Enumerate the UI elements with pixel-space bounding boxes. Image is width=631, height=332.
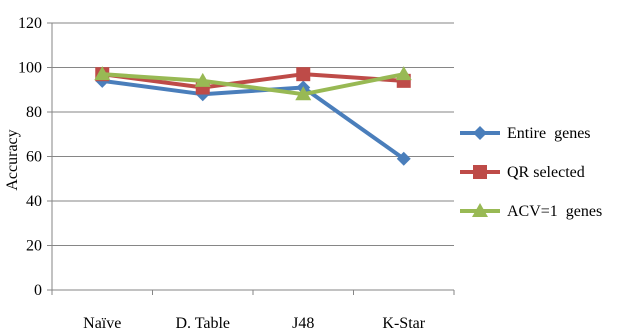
y-tick-label: 120 xyxy=(18,15,42,32)
data-point-marker xyxy=(395,66,412,81)
x-category-labels: Naïve D. Table J48 K-Star xyxy=(83,315,426,332)
series-3 xyxy=(94,66,412,101)
legend-marker xyxy=(473,165,487,179)
data-point-marker xyxy=(396,151,411,166)
y-tick-label: 60 xyxy=(26,149,42,166)
legend-label: ACV=1 genes xyxy=(507,203,602,220)
y-axis-title: Accuracy xyxy=(4,129,21,190)
legend-item: QR selected xyxy=(460,164,585,181)
data-point-marker xyxy=(296,67,311,82)
legend: Entire genes QR selected ACV=1 genes xyxy=(460,125,602,220)
legend-marker xyxy=(472,203,488,217)
gridlines xyxy=(52,22,454,246)
y-tick-label: 0 xyxy=(34,282,42,299)
y-tick-label: 80 xyxy=(26,104,42,121)
x-category-label: D. Table xyxy=(175,315,230,332)
axes xyxy=(47,22,455,295)
y-tick-label: 20 xyxy=(26,238,42,255)
y-tick-label: 40 xyxy=(26,193,42,210)
data-point-marker xyxy=(295,86,312,101)
series-line xyxy=(101,78,405,161)
data-point-marker xyxy=(194,72,211,87)
x-category-label: J48 xyxy=(292,315,314,332)
legend-label: Entire genes xyxy=(507,125,591,142)
legend-label: QR selected xyxy=(507,164,585,181)
x-category-label: Naïve xyxy=(83,315,121,332)
series-line xyxy=(101,72,404,90)
legend-item: Entire genes xyxy=(460,125,591,142)
y-tick-label: 100 xyxy=(18,60,42,77)
y-tick-labels: 0 20 40 60 80 100 120 xyxy=(18,15,42,299)
legend-marker xyxy=(473,126,487,140)
legend-item: ACV=1 genes xyxy=(460,203,602,220)
series-line xyxy=(102,72,405,97)
data-point-marker xyxy=(94,66,111,81)
series-lines xyxy=(94,66,412,166)
x-category-label: K-Star xyxy=(382,315,425,332)
